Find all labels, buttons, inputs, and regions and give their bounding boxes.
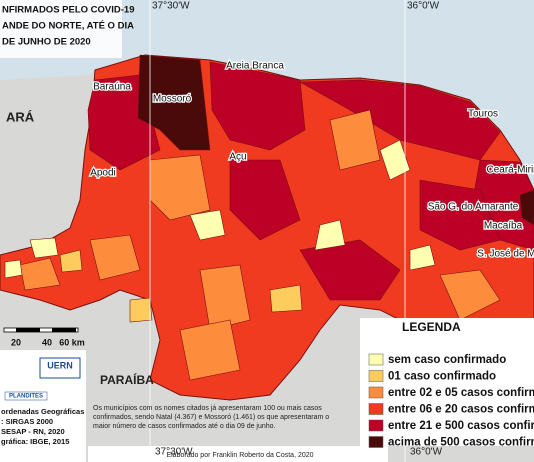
legend-swatch: [368, 353, 384, 366]
scale-label: 60 km: [59, 337, 85, 347]
municipality: [199, 264, 251, 331]
municipality: [19, 257, 61, 291]
legend-label: entre 21 e 500 casos confirmados: [388, 420, 534, 432]
place-label: Baraúna: [93, 82, 131, 93]
municipality: [29, 237, 59, 259]
municipality: [137, 54, 211, 151]
author-box: [88, 446, 388, 462]
municipality: [439, 269, 501, 321]
neighbor-label: ARÁ: [6, 109, 35, 124]
place-label: Apodi: [90, 168, 116, 179]
legend-title: LEGENDA: [402, 320, 461, 334]
legend-swatch: [368, 386, 384, 399]
credit-line: SESAP - RN, 2020: [1, 427, 65, 436]
neighbor-label: PARAÍBA: [100, 372, 154, 387]
legend-box: [360, 318, 534, 446]
municipality: [4, 259, 23, 279]
note-line: Os municípios com os nomes citados já ap…: [93, 405, 322, 412]
graticule-label: 37°30'W: [152, 1, 190, 12]
sea: [0, 0, 534, 190]
municipality: [519, 189, 534, 226]
scale-bar: [16, 328, 40, 332]
municipality: [299, 239, 401, 301]
title-line: NFIRMADOS PELO COVID-19: [2, 5, 135, 16]
place-label: Mossoró: [153, 94, 192, 105]
note-line: confirmados, sendo Natal (4.367) e Mosso…: [93, 414, 329, 421]
municipality: [409, 244, 436, 271]
scale-label: 20: [11, 337, 21, 347]
place-label: Açu: [229, 152, 246, 163]
legend-swatch: [368, 370, 384, 382]
place-label: Ceará-Mirim: [487, 165, 534, 176]
legend-label: entre 06 e 20 casos confirmados: [388, 404, 534, 416]
scale-bar: [52, 328, 76, 332]
title-box: [0, 0, 122, 58]
note-line: maior número de casos confirmados até o …: [93, 423, 276, 430]
municipality: [189, 209, 226, 241]
place-label: S. José de Mipibu: [477, 249, 534, 260]
municipality: [314, 219, 346, 251]
logo-text: UERN: [47, 360, 73, 370]
graticule-label: 36°0'W: [410, 447, 443, 458]
title-line: ANDE DO NORTE, ATÉ O DIA: [2, 21, 134, 32]
credit-line: : SIRGAS 2000: [1, 417, 53, 426]
credit-line: ordenadas Geográficas: [1, 407, 84, 416]
legend-swatch: [368, 436, 384, 448]
municipality: [209, 61, 306, 151]
scale-label: 40: [42, 337, 52, 347]
municipality: [179, 319, 241, 381]
state: [0, 54, 534, 401]
legend-label: entre 02 e 05 casos confirmados: [388, 387, 534, 399]
municipality: [129, 297, 153, 323]
municipality: [298, 79, 501, 161]
author: Elaborado por Franklin Roberto da Costa,…: [166, 452, 313, 459]
graticule-label: 37°30'W: [155, 447, 193, 458]
place-label: Macaíba: [484, 221, 523, 232]
place-label: Areia Branca: [226, 61, 284, 72]
legend-swatch: [368, 403, 384, 415]
legend-label: 01 caso confirmado: [388, 371, 496, 383]
legend-label: acima de 500 casos confirmados: [388, 437, 534, 449]
municipality: [419, 179, 501, 251]
municipality: [269, 284, 303, 313]
legend-swatch: [368, 419, 384, 432]
scale-bar: [3, 327, 79, 333]
graticule-label: 36°0'W: [407, 1, 440, 12]
logo: [4, 391, 48, 401]
legend-label: sem caso confirmado: [388, 354, 506, 366]
municipality: [59, 249, 83, 273]
place-label: Touros: [468, 109, 498, 120]
place-label: São G. do Amarante: [428, 202, 519, 213]
title-line: DE JUNHO DE 2020: [2, 37, 91, 48]
municipality: [329, 109, 381, 171]
logo-text: PLANDITES: [9, 394, 43, 400]
credit-line: gráfica: IBGE, 2015: [1, 437, 69, 446]
municipality: [379, 139, 411, 181]
municipality: [229, 159, 301, 241]
municipality: [89, 234, 141, 281]
logo: [39, 357, 81, 379]
